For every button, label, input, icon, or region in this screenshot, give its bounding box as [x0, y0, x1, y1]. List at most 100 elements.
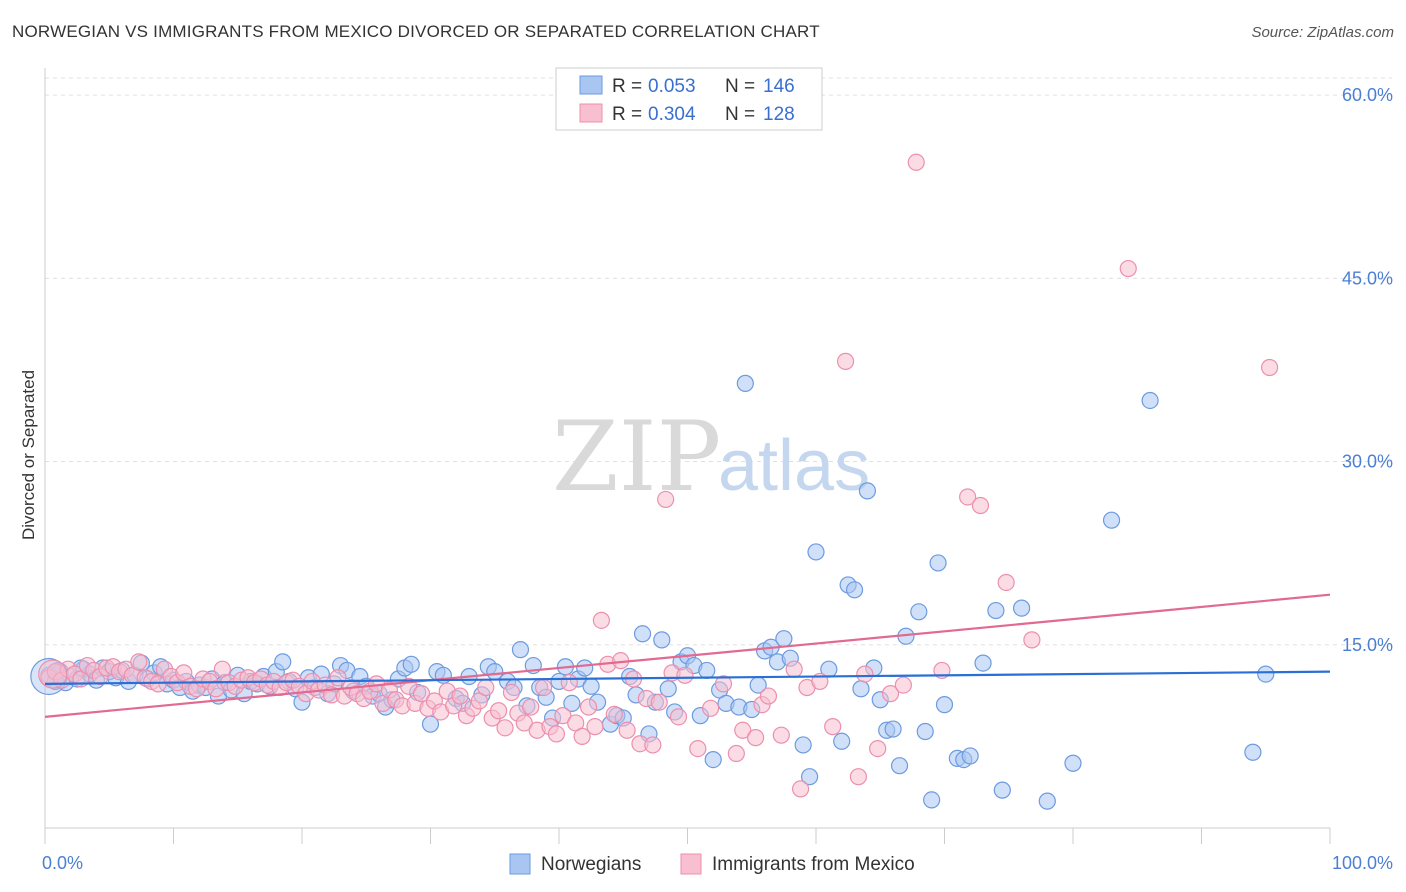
scatter-point [605, 705, 623, 724]
scatter-point [772, 726, 790, 744]
scatter-point [923, 791, 941, 809]
scatter-point [894, 676, 912, 694]
scatter-point [412, 685, 431, 703]
scatter-point [659, 680, 677, 698]
scatter-point [974, 654, 992, 672]
scatter-point [554, 707, 572, 725]
legend-r-value-1: 0.053 [648, 76, 696, 97]
watermark-atlas: atlas [718, 426, 870, 506]
y-tick-label: 60.0% [1342, 85, 1393, 105]
scatter-point [1244, 743, 1262, 761]
chart-title: NORWEGIAN VS IMMIGRANTS FROM MEXICO DIVO… [12, 22, 820, 41]
scatter-point [644, 736, 662, 754]
bottom-legend-label-mexico: Immigrants from Mexico [712, 854, 915, 875]
source-label: Source: ZipAtlas.com [1251, 24, 1394, 41]
legend-swatch-pink [579, 103, 603, 123]
scatter-point [856, 665, 874, 683]
scatter-point [704, 750, 722, 769]
scatter-point-cluster [38, 659, 68, 689]
scatter-point [586, 718, 604, 736]
legend-box: R = 0.053 N = 146 R = 0.304 N = 128 [555, 67, 823, 131]
scatter-point [890, 757, 909, 775]
legend-swatch-blue [579, 75, 603, 95]
scatter-point [274, 653, 292, 671]
scatter-point [997, 573, 1015, 592]
legend-r-label-2: R = [612, 104, 642, 125]
scatter-point [929, 554, 947, 572]
bottom-legend: Norwegians Immigrants from Mexico [509, 853, 915, 875]
scatter-point [402, 655, 420, 673]
x-tick-label-max: 100.0% [1332, 853, 1393, 873]
bottom-legend-swatch-mexico [680, 853, 702, 875]
scatter-point [935, 696, 954, 714]
scatter-point [650, 693, 668, 711]
scatter-point [916, 722, 934, 741]
scatter-point [676, 666, 694, 684]
scatter-point [592, 611, 611, 629]
scatter-point [800, 768, 819, 786]
trendline-immigrants-from-mexico [44, 593, 1331, 718]
scatter-point [807, 543, 825, 561]
y-tick-label: 15.0% [1342, 635, 1393, 655]
scatter-point [791, 780, 810, 798]
trendline-norwegians [44, 670, 1331, 685]
scatter-point [653, 631, 671, 649]
scatter-point [515, 714, 533, 732]
gridlines [45, 77, 1392, 646]
axes [44, 68, 1331, 844]
scatter-point [734, 721, 752, 739]
scatter-point [961, 747, 979, 765]
scatter-point [858, 482, 877, 500]
scatter-point [579, 698, 598, 716]
scatter-point [534, 678, 553, 697]
scatter-point [775, 630, 793, 648]
scatter-point [794, 736, 812, 754]
scatter-point [759, 687, 778, 705]
scatter-point [698, 661, 716, 680]
scatter-point [987, 601, 1005, 620]
scatter-point [502, 683, 521, 702]
scatter-point [1261, 358, 1279, 377]
scatter-point [1102, 511, 1121, 529]
scatter-point [618, 721, 636, 739]
scatter-point [849, 768, 868, 786]
legend-n-value-2: 128 [763, 104, 795, 125]
scatter-point [852, 680, 870, 698]
scatter-point [633, 625, 652, 643]
scatter-point [560, 674, 578, 692]
scatter-point [959, 488, 977, 506]
y-tick-labels: 15.0% 30.0% 45.0% 60.0% [1342, 85, 1393, 655]
watermark-zip: ZIP [552, 401, 721, 513]
scatter-point [836, 352, 855, 370]
bottom-legend-label-norwegians: Norwegians [541, 854, 641, 875]
bottom-legend-swatch-norwegians [509, 853, 531, 875]
scatter-point [884, 720, 902, 738]
scatter-point [490, 702, 508, 720]
x-tick-label-min: 0.0% [42, 853, 83, 873]
scatter-point [869, 740, 887, 758]
trendlines [44, 593, 1331, 718]
legend-n-label-2: N = [725, 104, 755, 125]
scatter-point [845, 581, 864, 599]
scatter-point [785, 660, 803, 678]
scatter-point [1023, 631, 1041, 649]
scatter-point [971, 496, 990, 515]
scatter-point [657, 490, 675, 509]
scatter-point [1257, 665, 1275, 683]
scatter-point [702, 699, 720, 717]
scatter-point [1119, 259, 1137, 278]
watermark: ZIP atlas [552, 401, 870, 513]
scatter-point [576, 659, 594, 677]
scatter-point [1038, 792, 1056, 810]
scatter-point [451, 687, 469, 705]
scatter-point [736, 374, 754, 392]
scatter-point [1141, 391, 1159, 410]
scatter-point [130, 653, 148, 671]
legend-r-label-1: R = [612, 76, 642, 97]
scatter-point [511, 641, 530, 659]
y-tick-label: 45.0% [1342, 268, 1393, 288]
scatter-point [477, 678, 495, 697]
scatter-point [496, 719, 514, 737]
scatter-point [563, 694, 581, 713]
